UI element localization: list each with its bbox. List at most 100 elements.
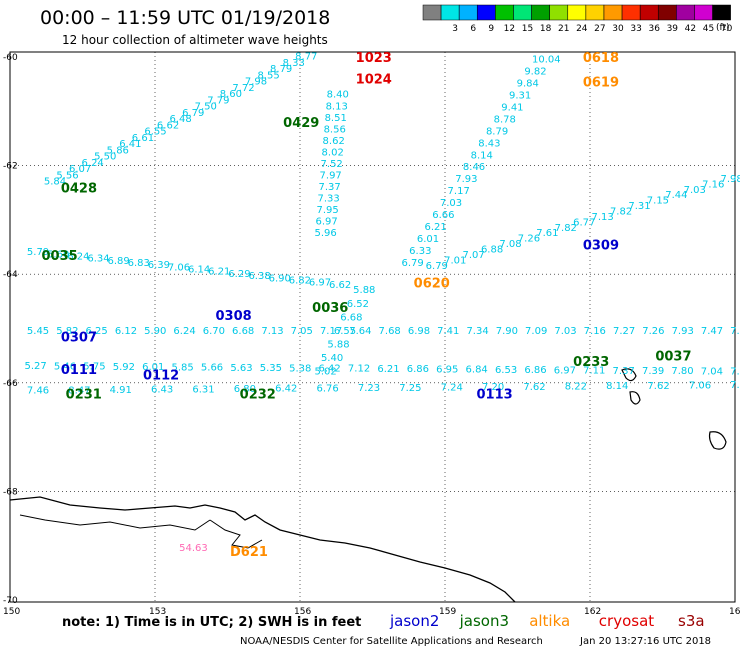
swh-value: 5.63 — [230, 363, 252, 374]
legend-label: 30 — [612, 24, 624, 34]
swh-value: 8.77 — [295, 52, 317, 63]
swh-value: 7.17 — [448, 186, 470, 197]
legend-swatch — [603, 4, 623, 21]
swh-value: 8.14 — [471, 150, 493, 161]
swh-value: 7.6 — [730, 380, 740, 391]
swh-value: 6.77 — [573, 217, 595, 228]
legend-label: 39 — [667, 24, 679, 34]
swh-value: 7.97 — [320, 170, 342, 181]
pass-time-label: 0037 — [655, 350, 691, 365]
swh-value: 6.25 — [86, 326, 108, 337]
swh-value: 54.63 — [179, 543, 208, 554]
swh-value: 9.82 — [524, 66, 546, 77]
satellite-name: s3a — [678, 612, 705, 630]
swh-value: 7.79 — [207, 95, 229, 106]
swh-value: 5.02 — [315, 367, 337, 378]
swh-value: 7.03 — [440, 198, 462, 209]
legend-label: 70 — [721, 24, 733, 34]
swh-value: 6.61 — [132, 133, 154, 144]
swh-value: 7.50 — [195, 102, 217, 113]
legend-swatch — [531, 4, 550, 21]
swh-value: 6.76 — [316, 383, 338, 394]
swh-value: 7.15 — [647, 196, 669, 207]
swh-value: 7.13 — [261, 326, 283, 337]
swh-value: 7.03 — [554, 326, 576, 337]
swh-value: 8.33 — [283, 58, 305, 69]
swh-value: 7.09 — [525, 326, 547, 337]
swh-value: 7.20 — [730, 326, 740, 337]
swh-value: 6.95 — [436, 364, 458, 375]
pass-time-label: 0232 — [240, 388, 276, 403]
swh-value: 5.56 — [56, 170, 78, 181]
swh-value: 6.41 — [119, 139, 141, 150]
swh-value: 5.75 — [83, 362, 105, 373]
swh-value: 7.11 — [583, 366, 605, 377]
lon-tick-label: 153 — [149, 607, 166, 617]
swh-value: 6.43 — [151, 385, 173, 396]
swh-value: 8.40 — [327, 90, 349, 101]
swh-value: 7.07 — [463, 250, 485, 261]
swh-value: 6.33 — [409, 246, 431, 257]
legend-label: 21 — [558, 24, 569, 34]
swh-value: 7.62 — [647, 381, 669, 392]
swh-value: 6.14 — [188, 265, 210, 276]
swh-value: 7.68 — [379, 326, 401, 337]
swh-value: 6.42 — [319, 363, 341, 374]
footer-credit: NOAA/NESDIS Center for Satellite Applica… — [240, 636, 543, 647]
swh-value: 5.96 — [315, 228, 337, 239]
pass-time-label: 0233 — [573, 355, 609, 370]
graticule: 150 153 156 159 162 165 -60 -62 -64 -66 -68 -70 — [3, 52, 740, 617]
swh-value: 5.45 — [27, 326, 49, 337]
lat-tick-label: -62 — [3, 162, 18, 172]
swh-value: 7.95 — [317, 205, 339, 216]
swh-value: 6.24 — [67, 252, 89, 263]
satellite-legend: jason2 jason3 altika cryosat s3a — [389, 612, 705, 630]
swh-value: 7.23 — [358, 383, 380, 394]
satellite-name: altika — [529, 612, 570, 630]
swh-value: 6.83 — [128, 258, 150, 269]
swh-value: 6.68 — [232, 326, 254, 337]
swh-value: 6.86 — [524, 365, 546, 376]
swh-value: 6.21 — [377, 364, 399, 375]
swh-value: 6.52 — [347, 299, 369, 310]
swh-value: 7.64 — [349, 326, 371, 337]
legend-unit: (ft) — [716, 23, 730, 33]
footer-timestamp: Jan 20 13:27:16 UTC 2018 — [579, 636, 711, 647]
swh-value: 5.50 — [94, 152, 116, 163]
legend-swatch — [422, 4, 442, 21]
swh-value: 7.26 — [518, 234, 540, 245]
swh-value: 7.26 — [642, 326, 664, 337]
swh-value: 8.56 — [324, 124, 346, 135]
legend-swatch — [621, 4, 641, 21]
legend-label: 15 — [522, 24, 533, 34]
swh-value: 5.60 — [47, 249, 69, 260]
swh-value: 6.24 — [173, 326, 195, 337]
swh-value: 5.66 — [201, 363, 223, 374]
swh-value: 8.22 — [565, 382, 587, 393]
swh-value: 7.82 — [610, 206, 632, 217]
legend-swatch — [658, 4, 677, 21]
swh-value: 7.16 — [584, 326, 606, 337]
swh-value: 7.12 — [348, 364, 370, 375]
swh-value: 5.90 — [144, 326, 166, 337]
swh-value: 6.21 — [425, 222, 447, 233]
lon-tick-label: 165 — [729, 607, 740, 617]
legend-swatch — [676, 4, 695, 21]
swh-value: 7.82 — [555, 223, 577, 234]
swh-value: 5.27 — [25, 361, 47, 372]
swh-value: 9.31 — [509, 90, 531, 101]
swh-value: 6.79 — [402, 258, 424, 269]
swh-value: 6.66 — [432, 210, 454, 221]
swh-value: 7.34 — [466, 326, 488, 337]
legend-label: 42 — [685, 24, 696, 34]
swh-value: 6.55 — [334, 326, 356, 337]
swh-value: 7.44 — [665, 190, 687, 201]
legend-label: 12 — [504, 24, 515, 34]
satellite-name: cryosat — [599, 612, 654, 630]
swh-value: 7.37 — [319, 182, 341, 193]
swh-value: 5.35 — [260, 363, 282, 374]
swh-value: 6.89 — [107, 256, 129, 267]
legend-swatch — [639, 4, 659, 21]
map-subtitle: 12 hour collection of altimeter wave hei… — [62, 33, 328, 47]
swh-value: 6.48 — [170, 114, 192, 125]
